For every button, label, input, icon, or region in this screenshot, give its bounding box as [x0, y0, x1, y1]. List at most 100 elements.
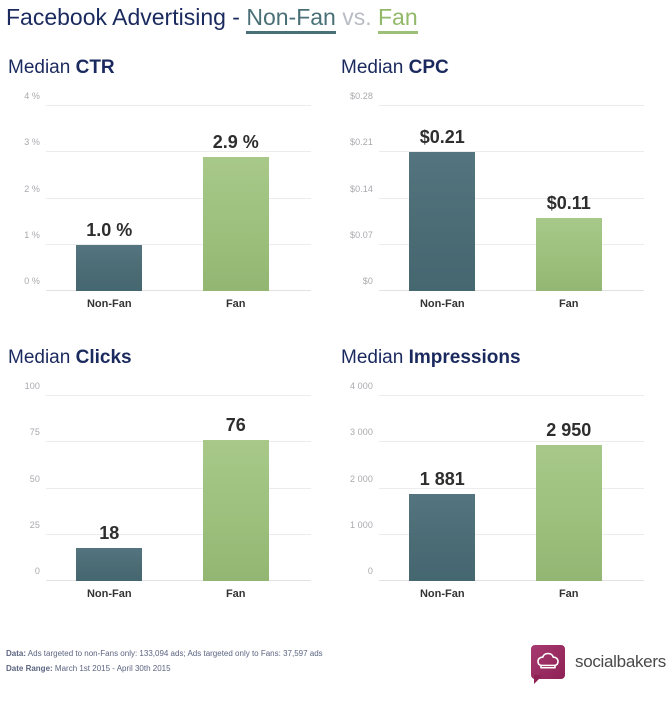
x-axis-category-label: Non-Fan	[86, 298, 132, 310]
plot-area: 0 1 000 2 000 3 000 4 000 1 881 Non-Fan 2 950 Fa…	[350, 381, 644, 600]
bar-group: 1 881 Non-Fan 2 950 Fan	[379, 396, 632, 600]
bar-group: 1.0 % Non-Fan 2.9 % Fan	[46, 106, 299, 310]
bar-value-label: 2 950	[546, 419, 592, 440]
y-axis-tick-label: $0.28	[349, 91, 373, 101]
gridline: $0.14	[350, 184, 644, 199]
y-axis-tick-label: $0.21	[349, 137, 373, 148]
bar-group: 18 Non-Fan 76 Fan	[46, 396, 299, 600]
chart-panel-cpc: Median CPC $0 $0.07 $0.14 $0.21 $0.28 $0.21 No…	[333, 48, 666, 333]
gridline: 25	[30, 520, 311, 535]
y-axis-tick-label: 2 000	[349, 473, 373, 484]
page-title: Facebook Advertising - Non-Fan vs. Fan	[6, 2, 418, 34]
bar-column-non-fan[interactable]: 1 881 Non-Fan	[409, 396, 476, 600]
gridline: 4 000	[350, 381, 644, 396]
chart-title-bold: Impressions	[408, 347, 521, 368]
x-axis-category-label: Non-Fan	[419, 298, 465, 310]
bar[interactable]	[535, 444, 602, 581]
x-axis-category-label: Fan	[225, 588, 246, 600]
footer-data-label: Data:	[6, 649, 27, 658]
bar[interactable]	[409, 494, 476, 581]
bar[interactable]	[535, 218, 602, 291]
bar-column-non-fan[interactable]: 1.0 % Non-Fan	[76, 106, 143, 310]
footer-data-line: Data: Ads targeted to non-Fans only: 133…	[6, 646, 436, 661]
chart-title-cpc: Median CPC	[341, 56, 449, 80]
y-axis-tick-label: 50	[29, 473, 40, 484]
footer-notes: Data: Ads targeted to non-Fans only: 133…	[6, 646, 436, 676]
y-axis-tick-label: 4 %	[24, 91, 40, 101]
y-axis-tick-label: 4 000	[349, 381, 373, 391]
chart-area-cpc: $0 $0.07 $0.14 $0.21 $0.28 $0.21 Non-Fan $0.11 F…	[341, 91, 652, 321]
bar-column-non-fan[interactable]: $0.21 Non-Fan	[409, 106, 476, 310]
x-axis-category-label: Non-Fan	[419, 588, 465, 600]
footer-data-text: Ads targeted to non-Fans only: 133,094 a…	[26, 649, 323, 658]
gridline: $0	[363, 276, 644, 291]
gridline: 0 %	[24, 276, 311, 291]
bar-value-label: 1 881	[419, 469, 465, 490]
y-axis-tick-label: 0	[367, 566, 373, 576]
y-axis-tick-label: 100	[24, 381, 40, 391]
y-axis-tick-label: $0	[362, 276, 373, 286]
bar-column-fan[interactable]: 2.9 % Fan	[202, 106, 269, 310]
bar[interactable]	[76, 547, 143, 581]
gridline: 2 000	[350, 474, 644, 489]
footer-date-line: Date Range: March 1st 2015 - April 30th …	[6, 661, 436, 676]
y-axis-tick-label: 25	[29, 519, 40, 530]
chart-panel-impressions: Median Impressions 0 1 000 2 000 3 000 4 000…	[333, 338, 666, 623]
bar-column-fan[interactable]: 2 950 Fan	[535, 396, 602, 600]
gridline: 3 000	[350, 427, 644, 443]
gridline: 75	[30, 427, 311, 443]
chart-panel-ctr: Median CTR 0 % 1 % 2 % 3 % 4 % 1.0 % Non-Fan 2.…	[0, 48, 333, 333]
page-title-prefix: Facebook Advertising -	[6, 4, 247, 30]
y-axis-tick-label: $0.14	[349, 183, 373, 194]
bar[interactable]	[409, 152, 476, 291]
gridline: 1 000	[350, 520, 644, 535]
chart-area-clicks: 0 25 50 75 100 18 Non-Fan 76 Fan	[8, 381, 319, 611]
y-axis-tick-label: 75	[29, 427, 40, 438]
chart-title-bold: Clicks	[75, 347, 132, 368]
chef-hat-icon	[537, 652, 559, 669]
x-axis-category-label: Fan	[225, 298, 246, 310]
chart-panel-clicks: Median Clicks 0 25 50 75 100 18 Non-Fan 76 Fan	[0, 338, 333, 623]
bar-value-label: 1.0 %	[86, 219, 133, 240]
bar[interactable]	[202, 156, 269, 291]
page-title-separator: vs.	[335, 4, 378, 30]
gridline: 3 %	[24, 137, 311, 153]
chart-title-bold: CPC	[408, 57, 449, 78]
chart-title-regular: Median	[8, 347, 76, 368]
bar-value-label: 76	[225, 415, 246, 436]
x-axis-category-label: Non-Fan	[86, 588, 132, 600]
footer-date-text: March 1st 2015 - April 30th 2015	[52, 664, 171, 673]
bar-column-fan[interactable]: 76 Fan	[202, 396, 269, 600]
bar-value-label: 2.9 %	[212, 131, 259, 152]
bar-group: $0.21 Non-Fan $0.11 Fan	[379, 106, 632, 310]
gridline: 1 %	[24, 230, 311, 245]
bar[interactable]	[76, 244, 143, 291]
bar-column-fan[interactable]: $0.11 Fan	[535, 106, 602, 310]
y-axis-tick-label: 3 000	[349, 427, 373, 438]
bar-column-non-fan[interactable]: 18 Non-Fan	[76, 396, 143, 600]
y-axis-tick-label: 0 %	[24, 276, 40, 286]
bar-value-label: 18	[99, 522, 120, 543]
bar-value-label: $0.21	[419, 127, 465, 148]
gridline: $0.07	[350, 230, 644, 245]
bar[interactable]	[202, 440, 269, 581]
y-axis-tick-label: 3 %	[24, 137, 40, 148]
x-axis-category-label: Fan	[558, 298, 579, 310]
chart-title-impressions: Median Impressions	[341, 346, 521, 370]
y-axis-tick-label: 1 %	[24, 229, 40, 240]
speech-bubble-icon	[531, 645, 565, 684]
gridline: $0.28	[350, 91, 644, 106]
gridline: $0.21	[350, 137, 644, 153]
socialbakers-logo: socialbakers	[531, 643, 666, 689]
gridline: 0	[368, 566, 644, 581]
plot-area: $0 $0.07 $0.14 $0.21 $0.28 $0.21 Non-Fan $0.11 F…	[350, 91, 644, 310]
gridline: 100	[25, 381, 311, 396]
y-axis-tick-label: $0.07	[349, 229, 373, 240]
chart-title-bold: CTR	[75, 57, 115, 78]
page-title-fan: Fan	[378, 4, 418, 34]
chart-area-impressions: 0 1 000 2 000 3 000 4 000 1 881 Non-Fan 2 950 Fa…	[341, 381, 652, 611]
chart-title-clicks: Median Clicks	[8, 346, 132, 370]
footer-date-label: Date Range:	[6, 664, 53, 673]
y-axis-tick-label: 2 %	[24, 183, 40, 194]
logo-wordmark: socialbakers	[575, 652, 666, 671]
